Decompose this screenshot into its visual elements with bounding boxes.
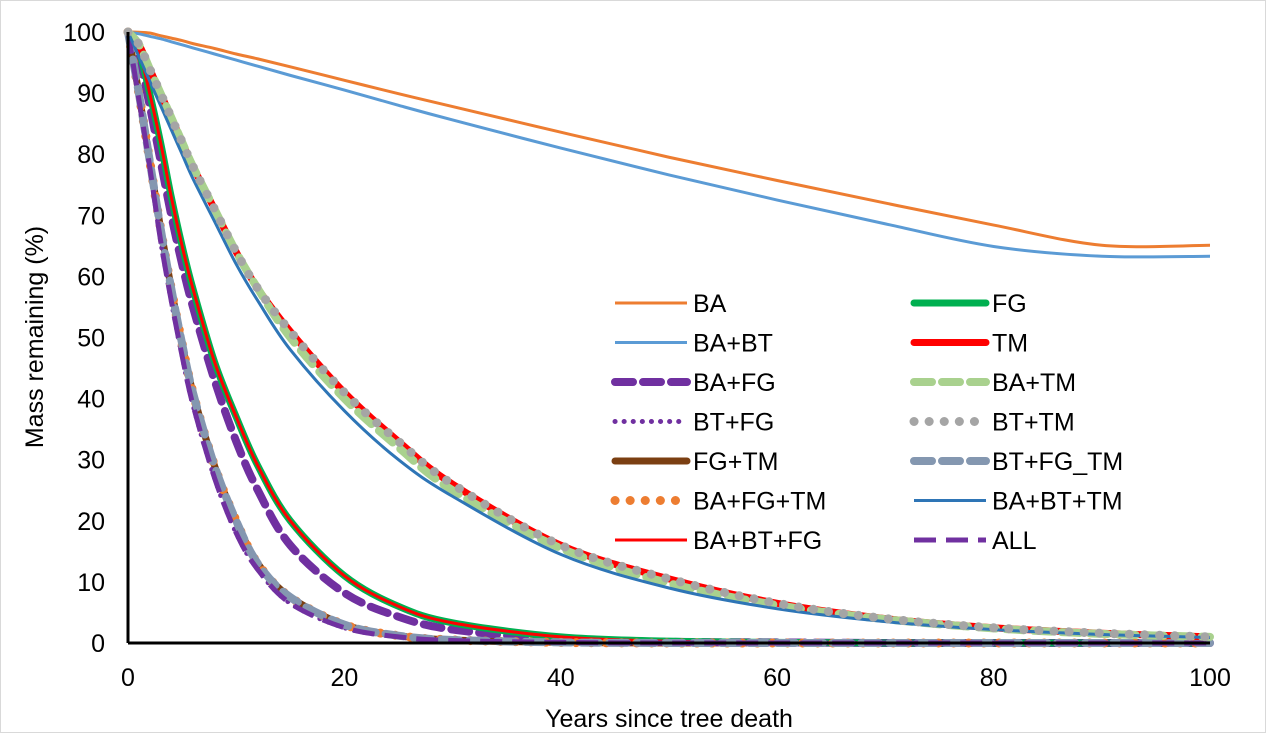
series-line-all: [125, 31, 1210, 646]
y-tick-label: 70: [77, 202, 105, 230]
x-tick-label: 0: [121, 664, 135, 692]
legend-label-ba-tm: BA+TM: [992, 369, 1076, 397]
x-tick-label: 20: [330, 664, 358, 692]
y-tick-label: 60: [77, 263, 105, 291]
y-tick-label: 100: [63, 19, 105, 47]
x-axis-title: Years since tree death: [545, 705, 793, 732]
x-tick-label: 80: [980, 664, 1008, 692]
y-tick-label: 30: [77, 447, 105, 475]
series-line-ba: [127, 30, 1211, 249]
y-tick-label: 20: [77, 508, 105, 536]
legend-label-ba-fg: BA+FG: [693, 369, 776, 397]
legend-label-ba-bt: BA+BT: [693, 330, 773, 358]
legend-label-ba-bt-fg: BA+BT+FG: [693, 527, 822, 555]
y-tick-label: 80: [77, 141, 105, 169]
x-tick-label: 60: [763, 664, 791, 692]
y-axis-title: Mass remaining (%): [21, 226, 49, 448]
y-tick-label: 90: [77, 80, 105, 108]
y-tick-label: 50: [77, 325, 105, 353]
legend-label-fg: FG: [992, 290, 1027, 318]
x-tick-label: 100: [1189, 664, 1231, 692]
plot-lines: [123, 27, 1215, 648]
legend-label-all: ALL: [992, 527, 1037, 555]
series-line-bt-tm: [123, 27, 1215, 642]
x-tick-label: 40: [547, 664, 575, 692]
legend-label-bt-fg: BT+FG: [693, 409, 774, 437]
legend-label-tm: TM: [992, 330, 1028, 358]
x-tick-labels: 0 20 40 60 80 100: [121, 664, 1231, 692]
legend: BA FG BA+BT TM BA+FG BA+TM BT+FG BT+TM FG+TM BT+F…: [610, 290, 1123, 555]
legend-label-bt-fg-tm: BT+FG_TM: [992, 448, 1123, 476]
y-tick-labels: 0 10 20 30 40 50 60 70 80 90 100: [63, 19, 105, 658]
legend-label-ba: BA: [693, 290, 727, 318]
legend-label-ba-fg-tm: BA+FG+TM: [693, 488, 826, 516]
legend-label-bt-tm: BT+TM: [992, 409, 1075, 437]
legend-label-ba-bt-tm: BA+BT+TM: [992, 488, 1123, 516]
legend-label-fg-tm: FG+TM: [693, 448, 778, 476]
series-line-ba-bt: [127, 30, 1211, 259]
y-tick-label: 40: [77, 386, 105, 414]
y-tick-label: 0: [91, 630, 105, 658]
y-tick-label: 10: [77, 569, 105, 597]
